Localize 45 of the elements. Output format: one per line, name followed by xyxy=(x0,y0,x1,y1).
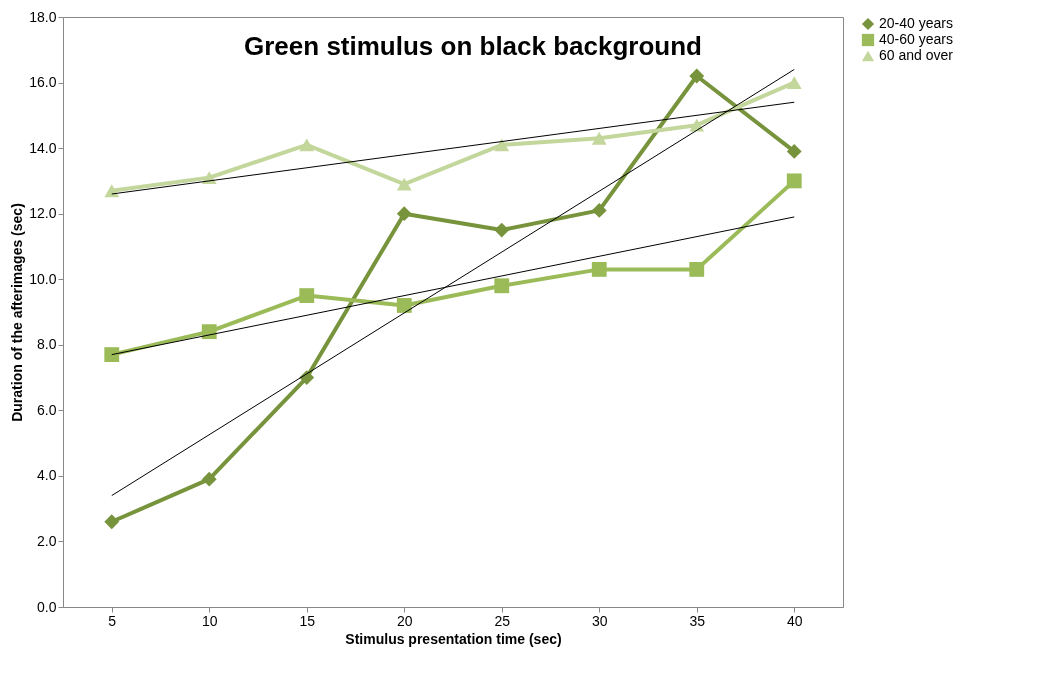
x-tick-label: 5 xyxy=(108,612,117,629)
point xyxy=(591,131,607,145)
point xyxy=(104,514,120,530)
x-tick-label: 35 xyxy=(689,612,706,629)
point xyxy=(786,76,802,89)
y-tick-label: 0.0 xyxy=(37,598,57,615)
point xyxy=(396,206,412,222)
point xyxy=(201,324,217,340)
point xyxy=(494,222,510,238)
legend-label: 60 and over xyxy=(879,47,954,63)
point xyxy=(689,261,705,277)
point xyxy=(591,261,607,277)
y-tick-label: 8.0 xyxy=(37,336,57,353)
point xyxy=(396,177,412,191)
x-axis-title: Stimulus presentation time (sec) xyxy=(345,630,562,647)
y-tick-label: 14.0 xyxy=(29,139,57,156)
y-tick-label: 10.0 xyxy=(29,270,57,287)
y-tick-label: 2.0 xyxy=(37,532,57,549)
point xyxy=(494,278,510,294)
point xyxy=(689,68,705,84)
point xyxy=(591,202,607,218)
point xyxy=(396,298,412,313)
y-tick-label: 18.0 xyxy=(29,8,57,25)
x-tick-label: 30 xyxy=(591,612,608,629)
y-tick-label: 16.0 xyxy=(29,74,57,91)
x-tick-label: 10 xyxy=(201,612,218,629)
x-tick-label: 20 xyxy=(396,612,413,629)
point xyxy=(201,471,217,487)
y-tick-label: 12.0 xyxy=(29,205,57,222)
y-axis-title: Duration of the afterimages (sec) xyxy=(9,203,26,422)
point xyxy=(786,143,802,159)
legend-label: 40-60 years xyxy=(879,31,953,47)
point xyxy=(299,138,315,152)
x-tick-label: 15 xyxy=(299,612,316,629)
x-tick-label: 40 xyxy=(786,612,803,629)
x-tick-label: 25 xyxy=(494,612,511,629)
point xyxy=(494,138,510,152)
point xyxy=(299,288,315,304)
point xyxy=(104,347,120,363)
legend-label: 20-40 years xyxy=(879,15,953,31)
text: Green stimulus on black background xyxy=(244,31,702,61)
point xyxy=(104,184,120,198)
point xyxy=(786,173,802,189)
y-tick-label: 4.0 xyxy=(37,467,57,484)
y-tick-label: 6.0 xyxy=(37,401,57,418)
